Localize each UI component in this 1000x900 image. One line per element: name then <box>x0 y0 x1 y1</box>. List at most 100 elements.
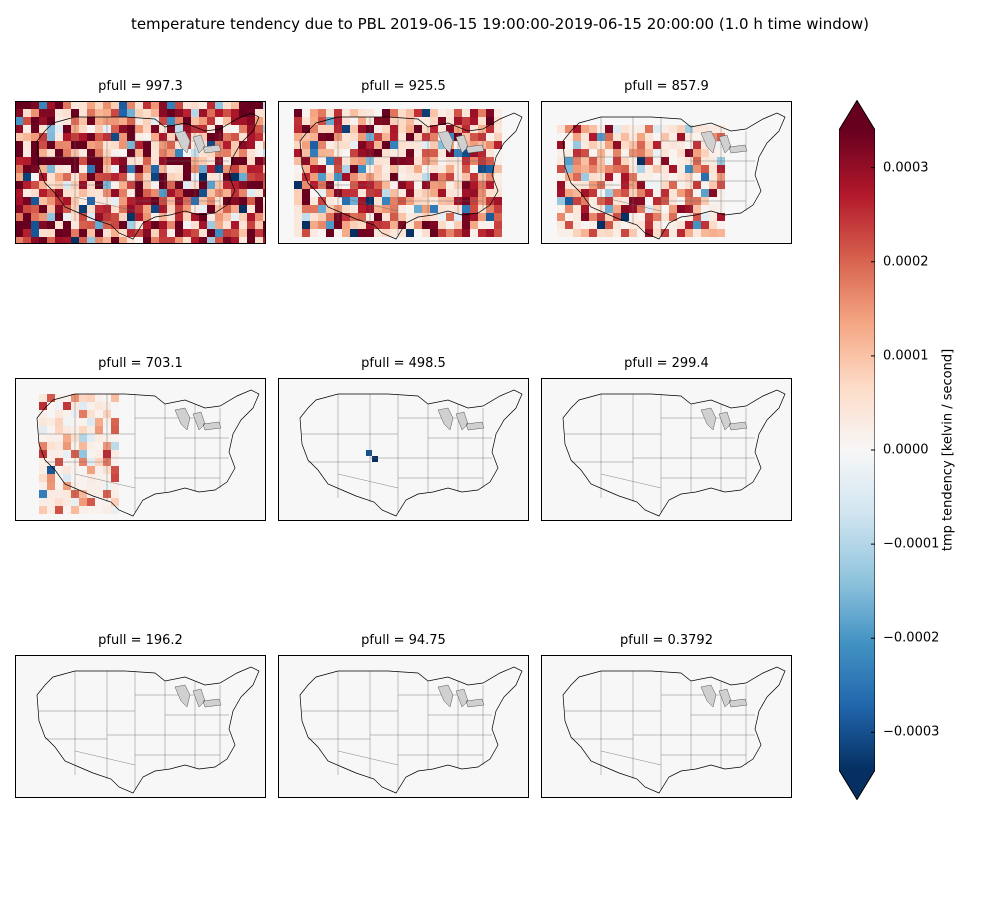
field-cell <box>406 165 414 173</box>
field-cell <box>63 221 71 229</box>
field-cell <box>685 125 693 133</box>
field-cell <box>39 141 47 149</box>
field-cell <box>318 229 326 237</box>
field-cell <box>693 165 701 173</box>
field-cell <box>39 101 47 109</box>
panel-frame <box>15 655 266 798</box>
field-cell <box>143 133 151 141</box>
state-border <box>337 196 399 212</box>
field-cell <box>470 117 478 125</box>
field-cell <box>199 165 207 173</box>
field-cell <box>247 141 255 149</box>
field-cell <box>430 229 438 237</box>
field-cell <box>55 149 63 157</box>
field-cell <box>406 189 414 197</box>
field-cell <box>645 165 653 173</box>
field-cell <box>318 189 326 197</box>
field-cell <box>63 450 71 458</box>
field-cell <box>87 133 95 141</box>
field-cell <box>669 189 677 197</box>
field-cell <box>581 173 589 181</box>
field-cell <box>87 213 95 221</box>
field-cell <box>39 458 47 466</box>
field-cell <box>310 149 318 157</box>
field-cell <box>470 149 478 157</box>
field-cell <box>239 205 247 213</box>
field-cell <box>661 221 669 229</box>
field-cell <box>47 229 55 237</box>
field-cell <box>263 229 266 237</box>
field-cell <box>119 157 127 165</box>
field-cell <box>573 205 581 213</box>
field-cell <box>669 125 677 133</box>
field-cell <box>55 482 63 490</box>
field-cell <box>167 117 175 125</box>
field-cell <box>95 173 103 181</box>
field-cell <box>207 117 215 125</box>
field-cell <box>111 237 119 244</box>
field-cell <box>39 466 47 474</box>
field-cell <box>79 466 87 474</box>
field-cell <box>127 109 135 117</box>
field-cell <box>199 237 207 244</box>
field-cell <box>231 101 239 109</box>
field-cell <box>55 205 63 213</box>
field-cell <box>111 434 119 442</box>
field-cell <box>87 173 95 181</box>
field-cell <box>310 205 318 213</box>
field-cell <box>95 229 103 237</box>
field-cell <box>414 109 422 117</box>
field-cell <box>143 117 151 125</box>
field-cell <box>645 149 653 157</box>
field-cell <box>255 133 263 141</box>
field-cell <box>15 133 23 141</box>
field-cell <box>342 197 350 205</box>
field-cell <box>191 117 199 125</box>
field-cell <box>207 221 215 229</box>
field-cell <box>191 237 199 244</box>
field-cell <box>79 109 87 117</box>
field-cell <box>605 205 613 213</box>
field-cell <box>127 117 135 125</box>
field-cell <box>669 205 677 213</box>
field-cell <box>167 181 175 189</box>
field-cell <box>47 221 55 229</box>
field-cell <box>709 165 717 173</box>
field-cell <box>183 189 191 197</box>
field-cell <box>422 157 430 165</box>
field-cell <box>23 173 31 181</box>
field-cell <box>63 109 71 117</box>
map-field <box>562 389 786 517</box>
field-cell <box>661 165 669 173</box>
field-cell <box>159 117 167 125</box>
field-cell <box>438 213 446 221</box>
field-cell <box>709 229 717 237</box>
field-cell <box>494 117 502 125</box>
field-cell <box>693 173 701 181</box>
field-cell <box>390 181 398 189</box>
field-cell <box>47 149 55 157</box>
field-cell <box>135 213 143 221</box>
field-cell <box>247 125 255 133</box>
field-cell <box>573 149 581 157</box>
field-cell <box>589 205 597 213</box>
field-cell <box>199 125 207 133</box>
field-cell <box>47 426 55 434</box>
field-cell <box>87 442 95 450</box>
field-cell <box>135 205 143 213</box>
field-cell <box>685 189 693 197</box>
field-cell <box>63 426 71 434</box>
field-cell <box>621 197 629 205</box>
field-cell <box>478 149 486 157</box>
field-cell <box>414 181 422 189</box>
field-cell <box>613 149 621 157</box>
field-cell <box>302 181 310 189</box>
field-cell <box>263 181 266 189</box>
field-cell <box>55 410 63 418</box>
field-cell <box>318 221 326 229</box>
field-cell <box>645 157 653 165</box>
field-cell <box>79 221 87 229</box>
field-cell <box>135 237 143 244</box>
field-cell <box>294 133 302 141</box>
field-cell <box>151 141 159 149</box>
